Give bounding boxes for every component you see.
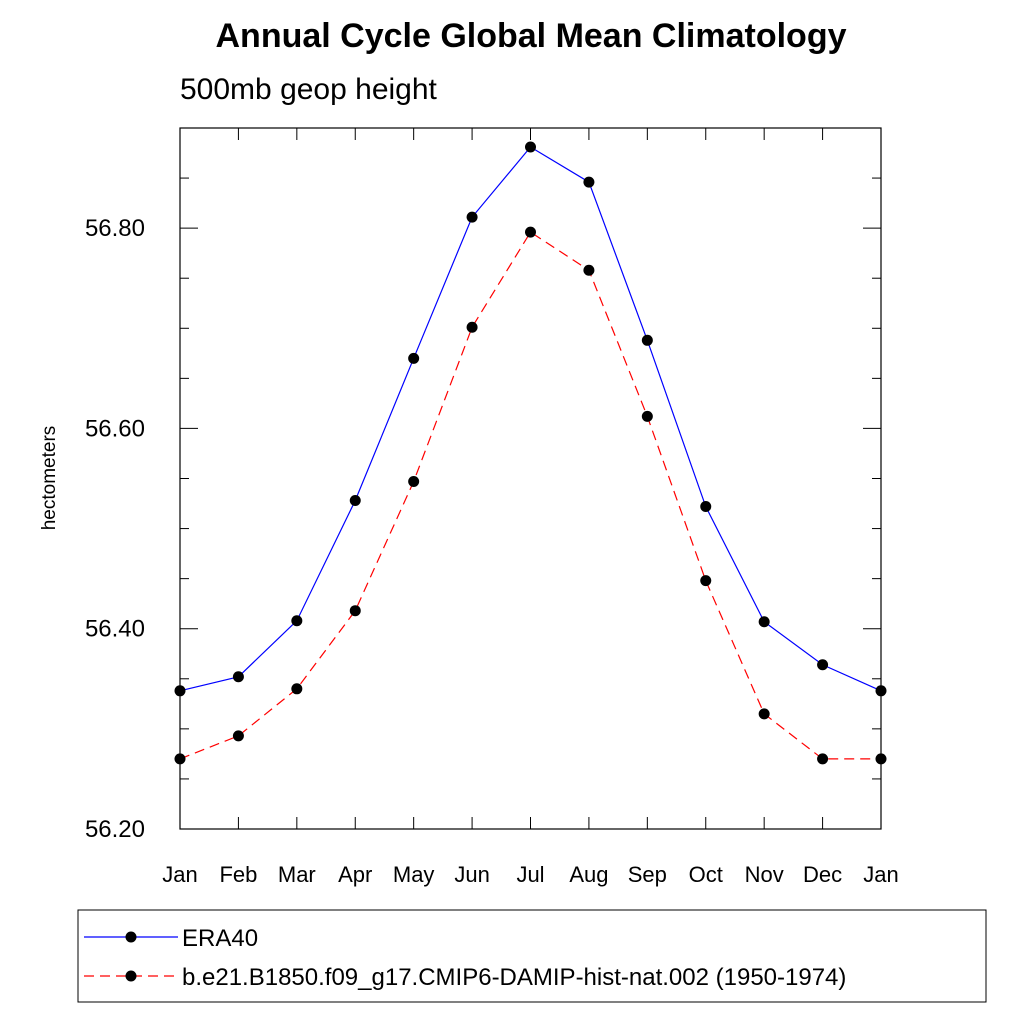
y-tick-label: 56.40 (85, 616, 145, 643)
x-tick-label: Dec (803, 862, 842, 887)
series-1 (174, 141, 887, 697)
y-axis-title: hectometers (39, 426, 60, 531)
chart-subtitle: 500mb geop height (180, 73, 438, 106)
data-point (232, 730, 244, 742)
legend: ERA40 b.e21.B1850.f09_g17.CMIP6-DAMIP-his… (77, 909, 987, 1003)
x-tick-label: Jan (162, 862, 197, 887)
series-2 (174, 226, 887, 765)
y-tick-label: 56.20 (85, 816, 145, 843)
data-point (641, 410, 653, 422)
data-point (583, 264, 595, 276)
data-point (349, 605, 361, 617)
chart-title: Annual Cycle Global Mean Climatology (216, 17, 847, 55)
x-tick-label: Jul (516, 862, 544, 887)
data-point (758, 616, 770, 628)
data-point (641, 334, 653, 346)
legend-label: b.e21.B1850.f09_g17.CMIP6-DAMIP-hist-nat… (182, 964, 846, 991)
legend-marker (125, 970, 137, 982)
data-point (291, 615, 303, 627)
data-point (583, 176, 595, 188)
data-point (875, 685, 887, 697)
x-tick-label: Nov (745, 862, 784, 887)
axis-ticks (179, 127, 882, 830)
y-axis-labels: 56.20 56.40 56.60 56.80 (85, 215, 145, 843)
x-tick-label: Feb (219, 862, 257, 887)
x-tick-label: May (393, 862, 435, 887)
y-tick-label: 56.80 (85, 215, 145, 242)
legend-label: ERA40 (182, 925, 258, 952)
data-point (349, 495, 361, 507)
data-point (700, 501, 712, 513)
legend-marker (125, 931, 137, 943)
legend-entry-1: ERA40 (84, 925, 258, 952)
data-point (291, 683, 303, 695)
x-tick-label: Jun (454, 862, 489, 887)
series-line (179, 231, 881, 760)
y-tick-label: 56.60 (85, 415, 145, 442)
data-point (466, 211, 478, 223)
x-tick-label: Aug (569, 862, 608, 887)
data-point (525, 141, 536, 153)
legend-box (77, 909, 987, 1003)
data-point (758, 708, 770, 720)
data-point (525, 226, 536, 238)
data-point (466, 321, 478, 333)
data-point (174, 753, 186, 765)
data-point (817, 659, 829, 671)
x-tick-label: Apr (338, 862, 372, 887)
x-tick-label: Sep (628, 862, 667, 887)
data-point (700, 575, 712, 587)
data-point (232, 671, 244, 683)
data-point (408, 352, 420, 364)
x-axis-labels: Jan Feb Mar Apr May Jun Jul Aug Sep Oct Nov Dec Jan (162, 862, 898, 887)
x-tick-label: Jan (863, 862, 898, 887)
data-point (875, 753, 887, 765)
x-tick-label: Oct (689, 862, 723, 887)
data-point (817, 753, 829, 765)
legend-entry-2: b.e21.B1850.f09_g17.CMIP6-DAMIP-hist-nat… (84, 964, 846, 991)
data-point (174, 685, 186, 697)
series-group (174, 141, 887, 765)
data-point (408, 476, 420, 488)
x-tick-label: Mar (278, 862, 316, 887)
